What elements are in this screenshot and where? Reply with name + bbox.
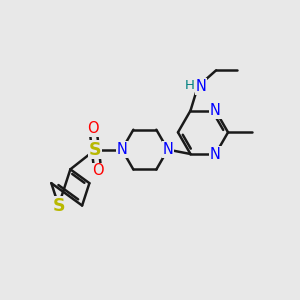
Text: N: N [162,142,173,157]
Text: H: H [185,79,194,92]
Text: O: O [87,121,99,136]
Text: N: N [210,103,221,118]
Text: N: N [116,142,127,157]
Text: O: O [92,163,103,178]
Text: N: N [195,79,206,94]
Text: S: S [52,196,65,214]
Text: N: N [210,146,221,161]
Text: S: S [89,141,102,159]
